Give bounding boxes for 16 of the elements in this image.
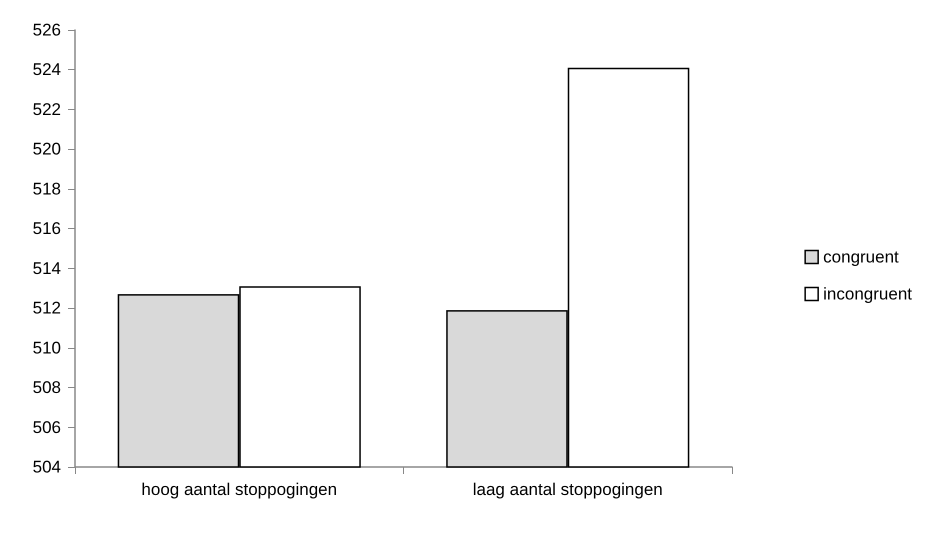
y-tick-label: 518 (32, 179, 61, 198)
y-tick-label: 508 (32, 378, 61, 398)
x-tick-label: laag aantal stoppogingen (472, 480, 663, 499)
y-tick-label: 514 (32, 258, 61, 278)
legend-label: incongruent (823, 284, 912, 304)
y-tick-label: 522 (32, 100, 61, 119)
y-tick-label: 506 (32, 418, 61, 437)
legend-label: congruent (823, 248, 900, 266)
y-tick-label: 526 (32, 20, 61, 40)
y-tick-label: 510 (32, 338, 61, 358)
y-tick-label: 524 (32, 60, 61, 80)
y-tick-label: 520 (32, 140, 61, 159)
y-tick-label: 512 (32, 298, 61, 318)
x-tick-label: hoog aantal stoppogingen (141, 480, 338, 499)
y-tick-label: 516 (32, 219, 61, 238)
y-tick-label: 504 (32, 458, 61, 476)
